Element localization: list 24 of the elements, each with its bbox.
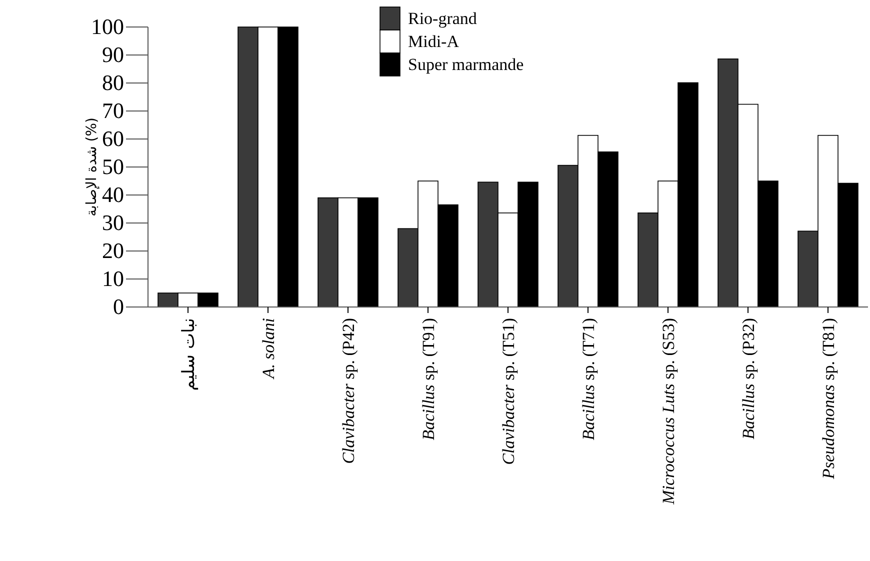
y-tick-label: 40 xyxy=(102,182,124,207)
x-tick-label: Micrococcus Luts sp. (S53) xyxy=(659,318,678,506)
y-tick-label: 60 xyxy=(102,126,124,151)
x-tick-label: A. solani xyxy=(259,318,278,380)
y-tick-label: 80 xyxy=(102,70,124,95)
y-tick-label: 90 xyxy=(102,42,124,67)
y-tick-label: 100 xyxy=(91,14,124,39)
x-tick-label: نبات سليم xyxy=(179,318,199,391)
y-tick-label: 30 xyxy=(102,210,124,235)
y-tick-label: 0 xyxy=(113,294,124,319)
x-tick-label: Clavibacter sp. (P42) xyxy=(339,318,358,464)
x-tick-label: Bacillus sp. (T91) xyxy=(419,318,438,440)
legend-label: Rio-grand xyxy=(408,9,478,28)
x-tick-label: Bacillus sp. (T71) xyxy=(579,318,598,440)
y-axis-title: شدة الإصابة (%) xyxy=(84,118,100,216)
y-tick-label: 10 xyxy=(102,266,124,291)
y-tick-label: 20 xyxy=(102,238,124,263)
x-tick-label: Bacillus sp. (P32) xyxy=(739,318,758,440)
legend-label: Super marmande xyxy=(408,55,524,74)
x-tick-label: Pseudomonas sp. (T81) xyxy=(819,318,838,480)
y-tick-label: 50 xyxy=(102,154,124,179)
x-tick-label: Clavibacter sp. (T51) xyxy=(499,318,518,465)
y-tick-label: 70 xyxy=(102,98,124,123)
legend-label: Midi-A xyxy=(408,32,460,51)
